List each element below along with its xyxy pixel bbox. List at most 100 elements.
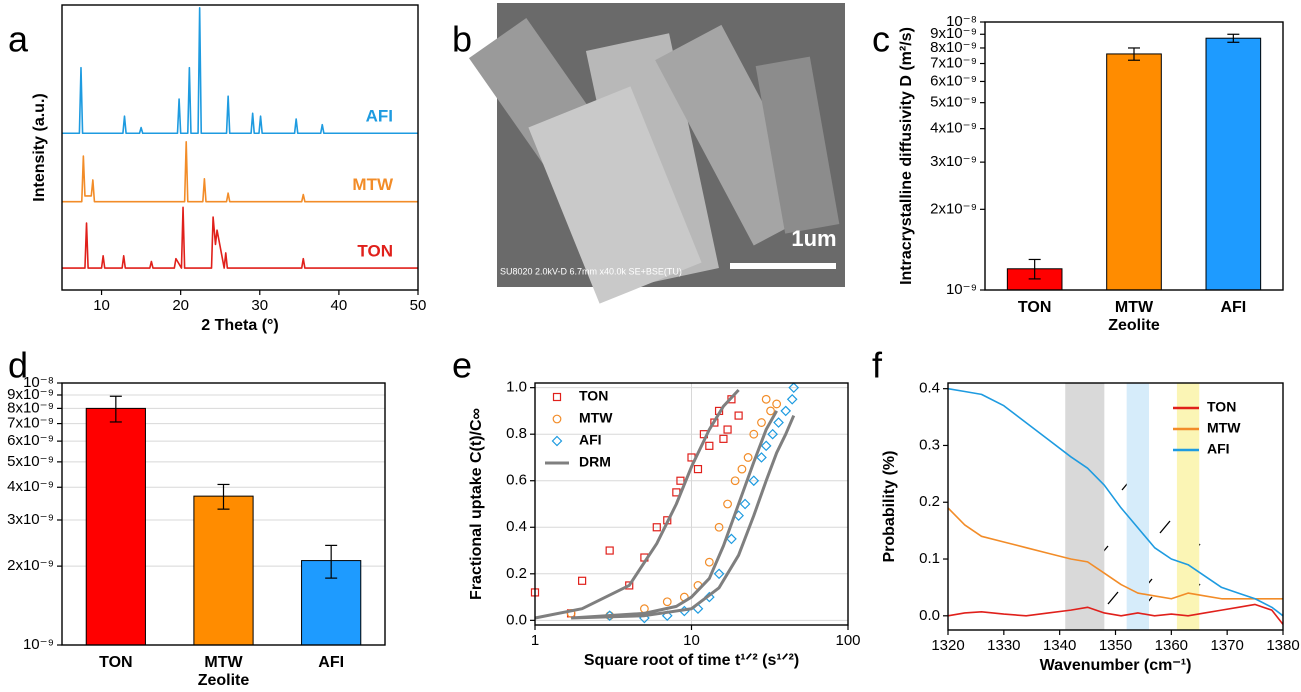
marker — [714, 522, 724, 532]
x-tick-label: MTW — [204, 654, 243, 671]
series-label: AFI — [366, 107, 393, 126]
marker — [743, 453, 753, 462]
legend-label: MTW — [579, 410, 613, 426]
series-line — [947, 387, 1284, 617]
y-tick-label: 5x10⁻⁹ — [7, 453, 54, 470]
marker — [713, 568, 725, 580]
marker — [760, 440, 772, 452]
y-tick-label: 0.1 — [919, 550, 940, 567]
marker — [625, 581, 634, 590]
marker — [705, 441, 714, 450]
marker — [756, 452, 767, 463]
highlight-band — [1065, 383, 1105, 630]
series-line — [534, 388, 796, 620]
y-tick-label: 10⁻⁸ — [23, 374, 54, 391]
y-tick-label: 9x10⁻⁹ — [7, 386, 54, 403]
series-line — [62, 141, 418, 203]
x-tick-label: 1340 — [1043, 637, 1076, 654]
marker — [749, 429, 759, 439]
crystal — [528, 86, 702, 304]
marker — [693, 464, 703, 474]
series-line — [947, 507, 1283, 600]
x-axis-label: Square root of time t¹ᐟ² (s¹ᐟ²) — [584, 652, 799, 669]
plot-frame — [61, 4, 419, 291]
x-tick-label: 30 — [251, 297, 268, 314]
x-tick-label: 1320 — [931, 637, 964, 654]
series-label: MTW — [352, 175, 394, 194]
x-tick-label: 50 — [410, 297, 427, 314]
marker — [767, 428, 778, 440]
y-tick-label: 10⁻⁸ — [946, 13, 977, 30]
y-tick-label: 0.4 — [919, 380, 940, 397]
y-tick-label: 0.0 — [919, 607, 940, 624]
panel-label: b — [452, 19, 472, 60]
x-tick-label: 10 — [93, 297, 110, 314]
marker — [766, 406, 775, 416]
legend-label: DRM — [579, 454, 611, 470]
x-tick-label: 40 — [331, 297, 348, 314]
series-label: TON — [357, 242, 393, 261]
y-tick-label: 5x10⁻⁹ — [930, 94, 977, 111]
x-tick-label: TON — [1018, 299, 1051, 316]
y-tick-label: 0.8 — [506, 425, 527, 442]
marker — [719, 434, 728, 443]
bar — [85, 407, 146, 646]
y-tick-label: 7x10⁻⁹ — [7, 415, 54, 432]
y-axis-label: Probability (%) — [881, 450, 898, 562]
y-tick-label: 10⁻⁹ — [23, 636, 54, 653]
image-caption: SU8020 2.0kV-D 6.7mm x40.0k SE+BSE(TU) — [500, 266, 682, 276]
x-tick-label: AFI — [1220, 299, 1246, 316]
x-tick-label: 100 — [835, 632, 860, 649]
y-tick-label: 3x10⁻⁹ — [7, 511, 54, 528]
x-tick-label: 20 — [172, 297, 189, 314]
x-tick-label: AFI — [318, 654, 344, 671]
marker — [748, 475, 760, 487]
y-tick-label: 8x10⁻⁹ — [7, 399, 54, 416]
sem-image: 1um SU8020 2.0kV-D 6.7mm x40.0k SE+BSE(T… — [452, 3, 845, 304]
marker — [676, 476, 685, 485]
marker — [578, 576, 587, 585]
y-tick-label: 0.3 — [919, 436, 940, 453]
marker — [662, 597, 672, 607]
y-axis-label: Intensity (a.u.) — [31, 93, 48, 201]
panel-label: e — [452, 345, 472, 386]
y-tick-label: 1.0 — [506, 379, 527, 396]
y-tick-label: 2x10⁻⁹ — [930, 200, 977, 217]
y-tick-label: 10⁻⁹ — [946, 281, 977, 298]
x-axis-label: Zeolite — [1108, 317, 1160, 334]
marker — [723, 499, 732, 509]
marker — [652, 523, 661, 532]
x-axis-label: Zeolite — [198, 672, 250, 689]
panel-label: d — [8, 345, 28, 386]
y-tick-label: 3x10⁻⁹ — [930, 153, 977, 170]
crystal — [755, 56, 840, 234]
marker — [726, 533, 737, 545]
x-tick-label: 1350 — [1099, 637, 1132, 654]
legend-label: AFI — [579, 432, 602, 448]
arrow — [1159, 520, 1171, 534]
legend-swatch — [552, 392, 562, 402]
x-tick-label: 1370 — [1210, 637, 1243, 654]
legend-label: MTW — [1207, 420, 1241, 436]
y-tick-label: 4x10⁻⁹ — [930, 120, 977, 137]
y-tick-label: 0.2 — [919, 493, 940, 510]
x-tick-label: 1330 — [987, 637, 1020, 654]
arrow — [1107, 591, 1119, 605]
y-tick-label: 6x10⁻⁹ — [7, 432, 54, 449]
marker — [737, 464, 747, 474]
series-line — [947, 603, 1284, 625]
legend-label: TON — [1207, 399, 1236, 415]
y-tick-label: 6x10⁻⁹ — [930, 72, 977, 89]
y-tick-label: 9x10⁻⁹ — [930, 25, 977, 42]
marker — [739, 498, 751, 510]
bar — [1106, 53, 1162, 291]
marker — [773, 417, 784, 428]
y-tick-label: 0.2 — [506, 565, 527, 582]
panel-label: f — [872, 345, 883, 386]
series-line — [62, 7, 418, 135]
marker — [757, 418, 766, 427]
x-axis-label: Wavenumber (cm⁻¹) — [1040, 657, 1192, 674]
panel-label: c — [872, 19, 890, 60]
marker — [786, 393, 798, 405]
scale-label: 1um — [791, 226, 836, 251]
